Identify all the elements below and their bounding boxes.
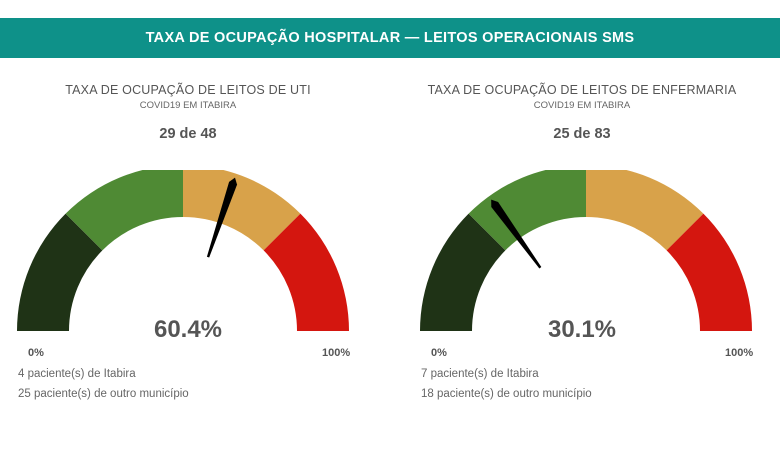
gauge-band-dark-green [17,213,103,331]
gauge-band-dark-green [420,213,506,331]
gauge-max-label: 100% [322,347,351,359]
gauge-min-label: 0% [28,347,44,359]
gauge-needle [491,199,542,269]
uti-gauge [17,170,349,331]
gauge-min-label: 0% [431,347,447,359]
uti-gauge-panel: TAXA DE OCUPAÇÃO DE LEITOS DE UTI COVID1… [0,80,390,420]
patients-local: 4 paciente(s) de Itabira [18,368,136,380]
enfermaria-gauge-panel: TAXA DE OCUPAÇÃO DE LEITOS DE ENFERMARIA… [390,80,780,420]
patients-local: 7 paciente(s) de Itabira [421,368,539,380]
gauge-band-red [263,213,349,331]
gauge-percent: 60.4% [153,316,223,343]
gauge-title: TAXA DE OCUPAÇÃO DE LEITOS DE ENFERMARIA [427,83,737,97]
gauge-band-yellow [183,170,301,251]
gauge-subtitle: COVID19 EM ITABIRA [139,100,237,111]
patients-other: 18 paciente(s) de outro município [421,388,592,400]
gauge-subtitle: COVID19 EM ITABIRA [533,100,631,111]
gauge-band-green [65,170,183,251]
gauge-percent: 30.1% [547,316,617,343]
gauge-count: 25 de 83 [553,126,611,142]
enfermaria-gauge [420,170,752,331]
gauge-title: TAXA DE OCUPAÇÃO DE LEITOS DE UTI [65,83,311,97]
dashboard-header: TAXA DE OCUPAÇÃO HOSPITALAR — LEITOS OPE… [0,18,780,58]
gauge-band-yellow [586,170,704,251]
gauge-band-red [666,213,752,331]
header-title: TAXA DE OCUPAÇÃO HOSPITALAR — LEITOS OPE… [145,30,635,46]
gauge-band-green [468,170,586,251]
gauge-max-label: 100% [725,347,754,359]
gauge-needle [206,177,238,258]
gauge-count: 29 de 48 [159,126,217,142]
patients-other: 25 paciente(s) de outro município [18,388,189,400]
